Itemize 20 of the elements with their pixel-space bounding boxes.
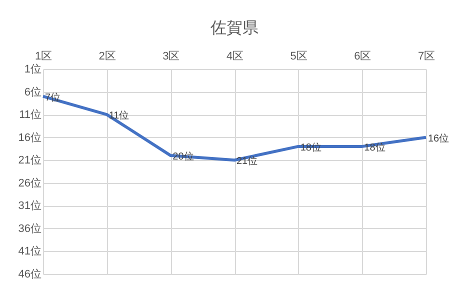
y-tick-label: 31位 [18,200,42,212]
x-tick-label: 4区 [226,50,244,62]
x-tick-label: 1区 [34,50,52,62]
x-tick-label: 5区 [290,50,308,62]
y-tick-label: 41位 [18,246,42,258]
x-tick-label: 2区 [98,50,116,62]
x-tick-label: 7区 [418,50,436,62]
chart-title: 佐賀県 [210,20,258,37]
x-tick-label: 6区 [354,50,372,62]
x-tick-label: 3区 [162,50,180,62]
y-tick-label: 6位 [24,86,42,98]
data-label: 16位 [428,132,450,144]
y-tick-label: 1位 [24,64,42,76]
y-tick-label: 46位 [18,268,42,280]
y-tick-label: 21位 [18,154,42,167]
y-tick-label: 16位 [18,132,42,144]
data-label: 21位 [236,155,258,168]
y-tick-label: 11位 [19,109,42,122]
y-tick-label: 26位 [18,177,42,190]
y-tick-label: 36位 [18,222,42,235]
